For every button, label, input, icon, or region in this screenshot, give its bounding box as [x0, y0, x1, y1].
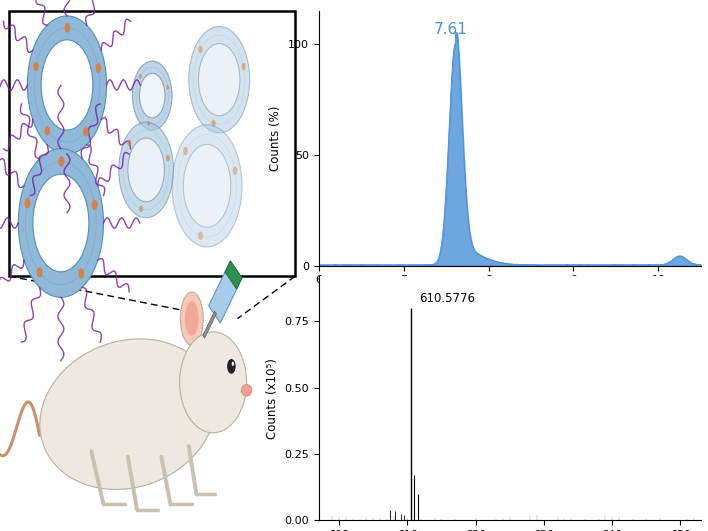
Circle shape	[233, 166, 238, 175]
Circle shape	[128, 138, 164, 202]
Y-axis label: Counts (%): Counts (%)	[269, 105, 282, 171]
Circle shape	[172, 125, 242, 247]
Bar	[9, 11, 295, 276]
Y-axis label: Counts (x10⁵): Counts (x10⁵)	[266, 358, 278, 439]
Circle shape	[64, 23, 70, 33]
Circle shape	[83, 127, 88, 136]
Text: 7.61: 7.61	[434, 22, 468, 37]
FancyBboxPatch shape	[225, 261, 242, 289]
Circle shape	[241, 63, 246, 70]
Ellipse shape	[181, 292, 203, 345]
Circle shape	[58, 156, 64, 167]
Circle shape	[132, 61, 172, 130]
Circle shape	[212, 119, 216, 127]
FancyBboxPatch shape	[209, 261, 242, 323]
Text: 610.5776: 610.5776	[419, 293, 476, 305]
Circle shape	[198, 44, 240, 116]
Circle shape	[91, 200, 98, 210]
Circle shape	[79, 268, 84, 279]
Circle shape	[183, 147, 188, 155]
Circle shape	[139, 74, 142, 79]
Circle shape	[166, 85, 169, 90]
Circle shape	[139, 205, 143, 212]
Circle shape	[166, 155, 170, 161]
Circle shape	[33, 62, 39, 71]
FancyBboxPatch shape	[202, 311, 217, 338]
Circle shape	[183, 144, 231, 227]
Circle shape	[147, 121, 150, 126]
Ellipse shape	[241, 384, 252, 396]
Circle shape	[37, 267, 42, 278]
Circle shape	[18, 149, 103, 297]
Circle shape	[25, 198, 30, 208]
Circle shape	[198, 232, 203, 240]
Ellipse shape	[40, 339, 216, 490]
Ellipse shape	[180, 332, 246, 433]
Circle shape	[45, 126, 50, 135]
Circle shape	[127, 140, 131, 146]
Circle shape	[96, 63, 101, 73]
Circle shape	[232, 362, 234, 366]
Circle shape	[33, 174, 89, 272]
X-axis label: Acquisition Time (min): Acquisition Time (min)	[443, 291, 576, 304]
Circle shape	[41, 40, 93, 130]
Ellipse shape	[185, 301, 199, 336]
Circle shape	[227, 359, 236, 374]
Circle shape	[119, 122, 173, 218]
Circle shape	[198, 46, 202, 53]
Circle shape	[189, 27, 250, 133]
Circle shape	[28, 16, 107, 154]
Circle shape	[139, 73, 165, 118]
